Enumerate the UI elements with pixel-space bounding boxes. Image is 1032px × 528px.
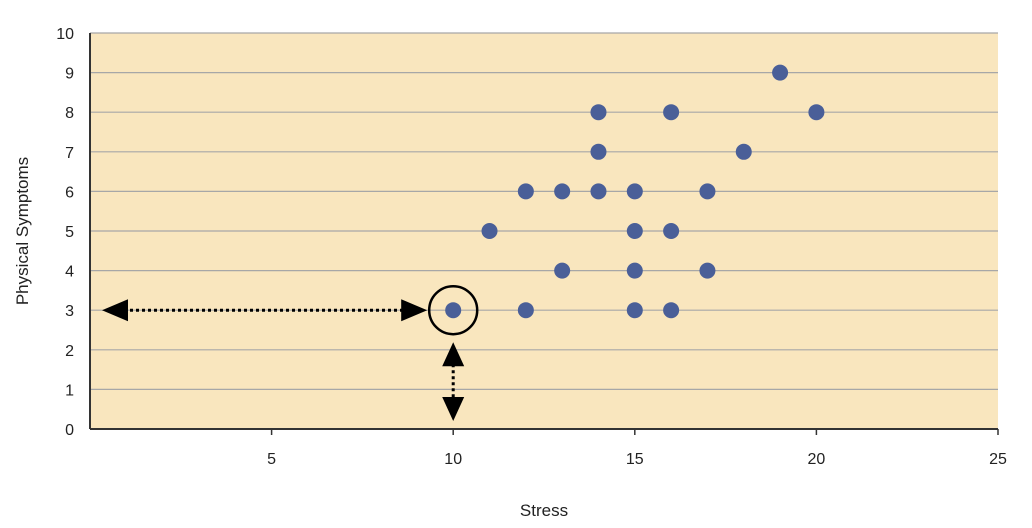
axes xyxy=(89,33,999,435)
data-point xyxy=(554,262,571,279)
y-tick-label: 10 xyxy=(56,26,74,43)
y-tick-label: 2 xyxy=(65,343,74,360)
right-arrowhead xyxy=(401,299,428,322)
data-point xyxy=(626,223,643,239)
x-tick-label: 25 xyxy=(989,451,1007,468)
data-point xyxy=(663,223,680,239)
x-tick-label: 15 xyxy=(626,451,644,468)
x-tick-label: 10 xyxy=(444,451,462,468)
y-tick-label: 1 xyxy=(65,382,74,399)
data-point xyxy=(445,302,462,319)
data-point xyxy=(772,64,789,81)
y-axis-title: Physical Symptoms xyxy=(13,157,32,305)
data-point xyxy=(663,302,680,319)
data-point xyxy=(626,302,643,319)
grid-lines xyxy=(90,32,998,390)
y-tick-label: 7 xyxy=(65,145,74,162)
data-point xyxy=(808,104,825,121)
data-point xyxy=(517,183,534,200)
annotations xyxy=(102,284,479,421)
y-tick-label: 9 xyxy=(65,66,74,83)
y-tick-label: 6 xyxy=(65,184,74,201)
y-tick-label: 8 xyxy=(65,105,74,122)
x-axis-title: Stress xyxy=(520,501,568,520)
data-point xyxy=(626,183,643,200)
data-point xyxy=(699,183,716,200)
data-point xyxy=(590,104,607,121)
x-tick-label: 20 xyxy=(808,451,826,468)
down-arrowhead xyxy=(442,397,465,421)
data-point xyxy=(590,143,607,160)
data-point xyxy=(517,302,534,319)
left-arrowhead xyxy=(102,299,128,322)
x-tick-labels: 5 10 15 20 25 xyxy=(267,451,1007,468)
x-tick-label: 5 xyxy=(267,451,276,468)
y-tick-label: 3 xyxy=(65,303,74,320)
data-points xyxy=(445,64,825,319)
data-point xyxy=(590,183,607,200)
data-point xyxy=(699,262,716,279)
data-point xyxy=(481,223,498,239)
y-tick-label: 4 xyxy=(65,264,74,281)
data-point xyxy=(735,143,752,160)
up-arrowhead xyxy=(442,342,465,367)
data-point xyxy=(626,262,643,279)
data-point xyxy=(554,183,571,200)
y-tick-label: 5 xyxy=(65,224,74,241)
y-tick-labels: 0 1 2 3 4 5 6 7 8 9 10 xyxy=(56,26,74,439)
data-point xyxy=(663,104,680,121)
y-tick-label: 0 xyxy=(65,422,74,439)
highlight-circle xyxy=(427,284,479,336)
